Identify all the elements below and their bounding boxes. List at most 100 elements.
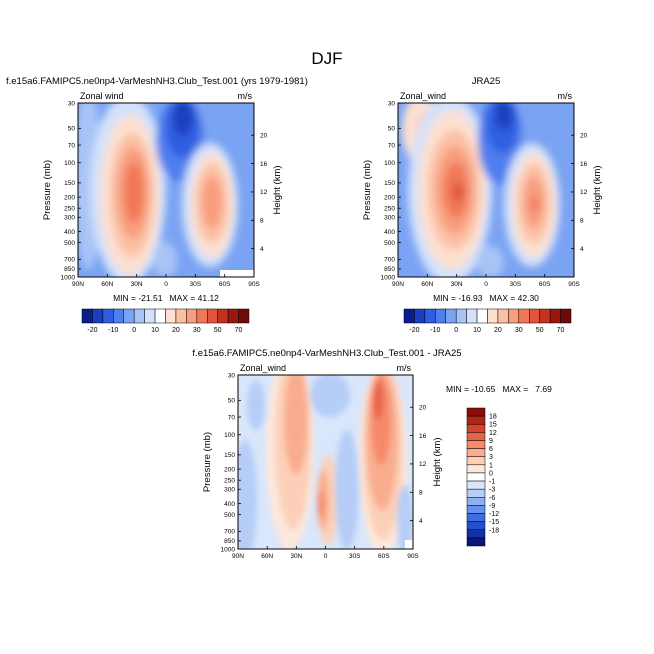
panel-obs-y2tick-label: 20	[580, 133, 588, 140]
panel-obs-ytick-label: 400	[384, 229, 395, 236]
colorbar-model-swatch	[175, 308, 187, 324]
colorbar-obs-swatch	[518, 308, 530, 324]
panel-obs: JRA25 Zonal_wind m/s	[362, 76, 603, 334]
colorbar-diff-label: -15	[489, 519, 499, 526]
panel-obs-ytick-label: 250	[384, 206, 395, 213]
panel-obs-xtick-label: 60N	[421, 281, 433, 288]
colorbar-diff-swatch	[466, 513, 486, 522]
colorbar-model-swatch	[186, 308, 198, 324]
colorbar-model-swatch	[92, 308, 104, 324]
colorbar-obs-label: 0	[454, 327, 458, 334]
panel-model-ytick-label: 500	[64, 240, 75, 247]
panel-model-xtick-label: 90N	[72, 281, 84, 288]
panel-model-y2tick-label: 12	[260, 189, 268, 196]
colorbar-diff-label: -6	[489, 495, 495, 502]
panel-obs-ylabel: Pressure (mb)	[362, 160, 373, 220]
colorbar-model-label: 0	[132, 327, 136, 334]
panel-diff-ytick-label: 50	[228, 398, 236, 405]
colorbar-obs-swatch	[508, 308, 520, 324]
colorbar-diff-label: 18	[489, 414, 497, 421]
panel-model-ytick-label: 250	[64, 206, 75, 213]
panel-model-ytick-label: 30	[68, 100, 76, 107]
panel-obs-y2tick-label: 12	[580, 189, 588, 196]
panel-diff-ytick-label: 100	[224, 432, 235, 439]
panel-obs-xtick-label: 90S	[568, 281, 580, 288]
panel-diff-field	[238, 375, 413, 549]
panel-diff-ytick-label: 300	[224, 487, 235, 494]
panel-model-ytick-label: 70	[68, 142, 76, 149]
panel-diff-xtick-label: 60S	[378, 553, 390, 560]
colorbar-diff-swatch	[466, 521, 486, 531]
colorbar-model-swatch	[123, 308, 135, 324]
panel-diff-ytick-label: 1000	[221, 546, 236, 553]
panel-model-field	[78, 103, 254, 277]
panel-diff-xtick-label: 0	[324, 553, 328, 560]
panel-obs-xtick-label: 90N	[392, 281, 404, 288]
colorbar-obs-swatch	[445, 308, 457, 324]
panel-diff-ytick-label: 30	[228, 372, 236, 379]
panel-obs-ytick-label: 850	[384, 266, 395, 273]
colorbar-diff-swatch	[466, 464, 486, 474]
colorbar-diff-swatch	[466, 440, 486, 449]
colorbar-model-label: 50	[214, 327, 222, 334]
colorbar-diff-label: 3	[489, 454, 493, 461]
panel-obs-xtick-label: 0	[484, 281, 488, 288]
panel-model-y2tick-label: 16	[260, 161, 268, 168]
colorbar-obs: -20 -10 0 10 20 30 50 70	[403, 308, 572, 334]
panel-obs-ytick-label: 500	[384, 240, 395, 247]
panel-diff-y2tick-label: 16	[419, 433, 427, 440]
colorbar-diff-label: 15	[489, 422, 497, 429]
colorbar-model-swatch	[144, 308, 156, 324]
panel-diff-ytick-label: 400	[224, 501, 235, 508]
panel-diff-ytick-label: 70	[228, 414, 236, 421]
colorbar-model-swatch	[154, 308, 166, 324]
panel-diff-y2tick-label: 20	[419, 405, 427, 412]
panel-diff-y2label: Height (km)	[432, 437, 443, 486]
panel-diff-y2tick-label: 4	[419, 518, 423, 525]
panel-obs-ytick-label: 50	[388, 126, 396, 133]
colorbar-diff-swatch	[466, 407, 486, 417]
colorbar-diff-label: -18	[489, 527, 499, 534]
colorbar-obs-swatch	[497, 308, 509, 324]
panel-obs-stats: MIN = -16.93 MAX = 42.30	[433, 293, 539, 303]
panel-diff-xtick-label: 90N	[232, 553, 244, 560]
colorbar-diff-swatch	[466, 448, 486, 457]
panel-model-title: f.e15a6.FAMIPC5.ne0np4-VarMeshNH3.Club_T…	[6, 76, 308, 87]
colorbar-obs-swatch	[529, 308, 540, 324]
colorbar-diff-label: 9	[489, 438, 493, 445]
figure-title: DJF	[311, 49, 342, 68]
panel-obs-left-label: Zonal_wind	[400, 91, 446, 101]
panel-model-xtick-label: 30N	[131, 281, 143, 288]
panel-diff-ytick-label: 150	[224, 452, 235, 459]
colorbar-model-swatch	[207, 308, 218, 324]
panel-model-left-label: Zonal wind	[80, 91, 124, 101]
colorbar-model-label: -10	[108, 327, 118, 334]
colorbar-obs-swatch	[466, 308, 478, 324]
panel-diff-ytick-label: 850	[224, 538, 235, 545]
colorbar-diff-swatch	[466, 432, 486, 441]
panel-obs-xtick-label: 30S	[510, 281, 522, 288]
colorbar-diff-label: 1	[489, 462, 493, 469]
panel-obs-ytick-label: 30	[388, 100, 396, 107]
colorbar-obs-swatch	[414, 308, 426, 324]
colorbar-obs-swatch	[549, 308, 561, 324]
colorbar-diff-swatch	[466, 456, 486, 466]
panel-model-ylabel: Pressure (mb)	[42, 160, 53, 220]
colorbar-obs-swatch	[424, 308, 436, 324]
panel-diff-ylabel: Pressure (mb)	[202, 432, 213, 492]
panel-diff-y2tick-label: 8	[419, 490, 423, 497]
colorbar-obs-swatch	[476, 308, 488, 324]
panel-diff-xtick-label: 30S	[349, 553, 361, 560]
panel-diff-xtick-label: 60N	[261, 553, 273, 560]
colorbar-model-swatch	[217, 308, 229, 324]
panel-obs-xtick-label: 30N	[451, 281, 463, 288]
panel-model-ytick-label: 300	[64, 215, 75, 222]
panel-obs-ytick-label: 300	[384, 215, 395, 222]
colorbar-obs-swatch	[403, 308, 415, 324]
colorbar-diff-swatch	[466, 423, 486, 433]
panel-model-xtick-label: 60S	[219, 281, 231, 288]
panel-obs-ytick-label: 150	[384, 180, 395, 187]
panel-diff-right-label: m/s	[397, 363, 412, 373]
panel-model-y2tick-label: 8	[260, 218, 264, 225]
colorbar-obs-label: 30	[515, 327, 523, 334]
